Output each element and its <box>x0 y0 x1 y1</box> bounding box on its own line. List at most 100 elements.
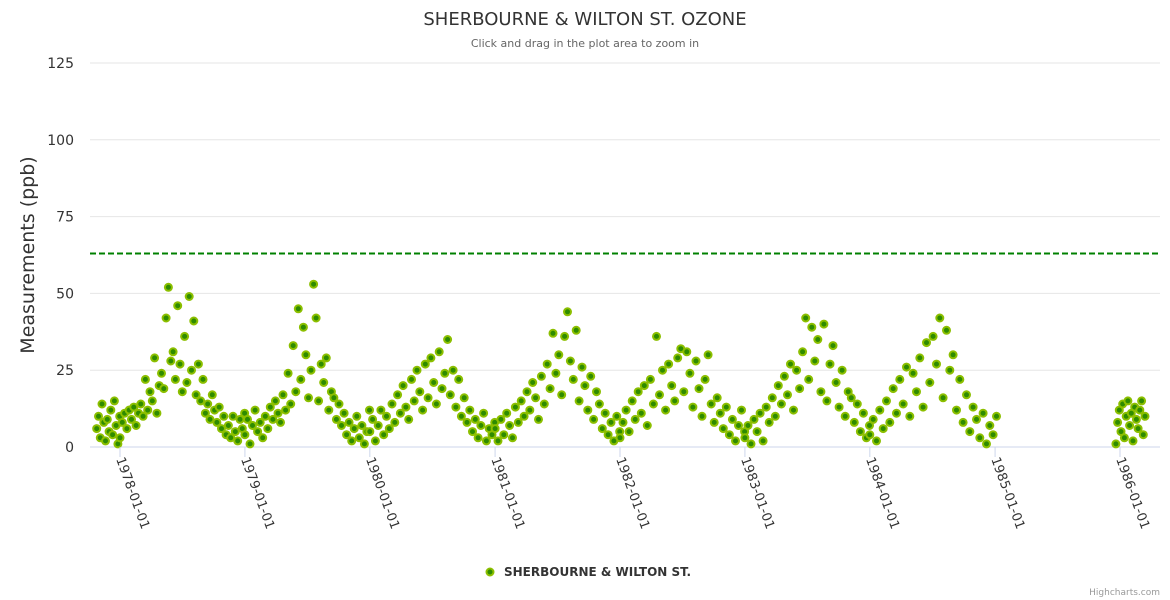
data-point[interactable] <box>895 374 905 384</box>
data-point[interactable] <box>255 417 265 427</box>
data-point[interactable] <box>682 347 692 357</box>
data-point[interactable] <box>1128 436 1138 446</box>
data-point[interactable] <box>589 414 599 424</box>
data-point[interactable] <box>230 427 240 437</box>
data-point[interactable] <box>409 396 419 406</box>
data-point[interactable] <box>401 402 411 412</box>
data-point[interactable] <box>915 353 925 363</box>
data-point[interactable] <box>612 411 622 421</box>
data-point[interactable] <box>393 390 403 400</box>
data-point[interactable] <box>955 374 965 384</box>
data-point[interactable] <box>545 384 555 394</box>
data-point[interactable] <box>109 396 119 406</box>
data-point[interactable] <box>948 350 958 360</box>
data-point[interactable] <box>709 417 719 427</box>
data-point[interactable] <box>534 414 543 424</box>
data-point[interactable] <box>268 414 278 424</box>
data-point[interactable] <box>633 387 643 397</box>
data-point[interactable] <box>129 402 139 412</box>
data-point[interactable] <box>140 374 150 384</box>
data-point[interactable] <box>536 371 546 381</box>
data-point[interactable] <box>440 368 450 378</box>
data-point[interactable] <box>278 390 288 400</box>
data-point[interactable] <box>212 417 222 427</box>
data-point[interactable] <box>175 359 185 369</box>
data-point[interactable] <box>734 421 743 430</box>
data-point[interactable] <box>505 421 515 430</box>
data-point[interactable] <box>691 356 701 366</box>
data-point[interactable] <box>329 393 339 403</box>
data-point[interactable] <box>816 387 826 397</box>
data-point[interactable] <box>470 414 480 424</box>
data-point[interactable] <box>365 427 375 437</box>
data-point[interactable] <box>925 378 935 387</box>
data-point[interactable] <box>519 411 529 421</box>
data-point[interactable] <box>831 378 841 387</box>
data-point[interactable] <box>727 414 737 424</box>
data-point[interactable] <box>286 399 296 409</box>
data-point[interactable] <box>922 338 931 348</box>
data-point[interactable] <box>938 393 948 403</box>
data-point[interactable] <box>97 399 107 409</box>
data-point[interactable] <box>965 427 975 437</box>
data-point[interactable] <box>127 414 136 424</box>
data-point[interactable] <box>273 408 283 418</box>
data-point[interactable] <box>846 393 856 403</box>
data-point[interactable] <box>783 390 792 400</box>
data-point[interactable] <box>568 374 578 384</box>
data-point[interactable] <box>551 368 561 378</box>
data-point[interactable] <box>473 433 483 443</box>
data-point[interactable] <box>673 353 683 363</box>
data-point[interactable] <box>624 427 634 437</box>
data-point[interactable] <box>342 430 352 440</box>
data-point[interactable] <box>368 414 378 424</box>
data-point[interactable] <box>542 359 552 369</box>
data-point[interactable] <box>217 424 226 434</box>
data-point[interactable] <box>528 378 538 387</box>
data-point[interactable] <box>147 396 157 406</box>
data-point[interactable] <box>510 402 520 412</box>
data-point[interactable] <box>245 439 255 449</box>
data-point[interactable] <box>214 402 224 412</box>
data-point[interactable] <box>94 411 103 421</box>
data-point[interactable] <box>203 399 213 409</box>
data-point[interactable] <box>479 408 489 418</box>
data-point[interactable] <box>187 365 196 375</box>
data-point[interactable] <box>840 411 850 421</box>
data-point[interactable] <box>560 331 570 341</box>
data-point[interactable] <box>825 359 835 369</box>
data-point[interactable] <box>166 356 176 366</box>
data-point[interactable] <box>679 387 689 397</box>
data-point[interactable] <box>434 347 444 357</box>
data-point[interactable] <box>429 378 439 387</box>
data-point[interactable] <box>712 393 722 403</box>
data-point[interactable] <box>819 319 829 329</box>
data-point[interactable] <box>606 417 616 427</box>
data-point[interactable] <box>792 365 802 375</box>
data-point[interactable] <box>311 313 321 323</box>
data-point[interactable] <box>420 359 430 369</box>
data-point[interactable] <box>978 408 988 418</box>
data-point[interactable] <box>764 417 774 427</box>
data-point[interactable] <box>968 402 978 412</box>
data-point[interactable] <box>390 417 400 427</box>
data-point[interactable] <box>645 374 655 384</box>
data-point[interactable] <box>189 316 199 326</box>
data-point[interactable] <box>685 368 695 378</box>
data-point[interactable] <box>942 325 951 335</box>
data-point[interactable] <box>798 347 808 357</box>
data-point[interactable] <box>1137 396 1147 406</box>
data-point[interactable] <box>865 430 875 440</box>
data-point[interactable] <box>804 374 814 384</box>
data-point[interactable] <box>281 405 291 415</box>
data-point[interactable] <box>834 402 844 412</box>
data-point[interactable] <box>875 405 885 415</box>
data-point[interactable] <box>191 390 201 400</box>
data-point[interactable] <box>309 279 319 289</box>
data-point[interactable] <box>603 430 613 440</box>
data-point[interactable] <box>508 433 517 443</box>
data-point[interactable] <box>755 408 765 418</box>
data-point[interactable] <box>849 417 859 427</box>
data-point[interactable] <box>636 408 646 418</box>
data-point[interactable] <box>813 335 823 344</box>
